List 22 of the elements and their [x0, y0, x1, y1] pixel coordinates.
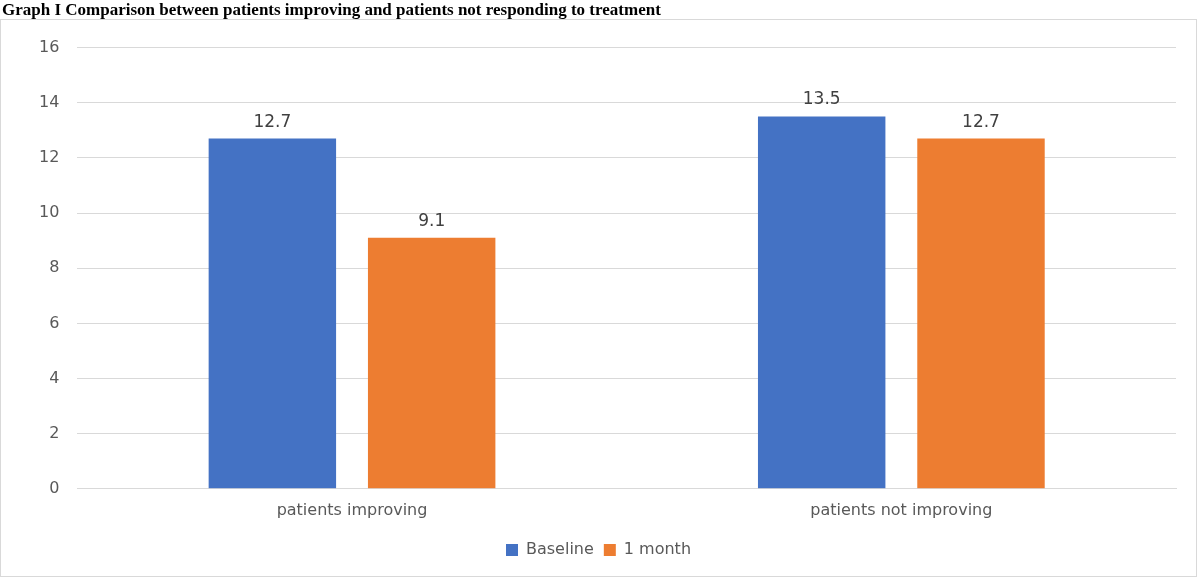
x-tick-label: patients not improving	[810, 499, 993, 519]
y-tick-label: 8	[49, 257, 60, 277]
y-tick-label: 0	[49, 477, 60, 497]
legend-label: Baseline	[525, 539, 594, 559]
y-tick-label: 12	[39, 147, 60, 167]
y-tick-label: 10	[39, 202, 60, 222]
bar	[757, 116, 886, 489]
bar	[917, 138, 1045, 489]
x-tick-label: patients improving	[276, 499, 428, 519]
y-tick-label: 16	[39, 36, 60, 56]
y-tick-label: 14	[39, 91, 60, 111]
legend-label: 1 month	[623, 539, 692, 559]
y-tick-label: 4	[49, 367, 60, 387]
data-label: 12.7	[253, 110, 292, 131]
data-label: 9.1	[418, 209, 446, 230]
y-tick-label: 2	[49, 422, 60, 442]
bar	[208, 138, 337, 489]
bar	[367, 237, 496, 489]
chart-title: Graph I Comparison between patients improving and patients not responding to treatment	[1, 0, 662, 19]
data-label: 12.7	[962, 110, 1000, 131]
y-tick-label: 6	[49, 312, 60, 332]
data-label: 13.5	[802, 88, 841, 109]
